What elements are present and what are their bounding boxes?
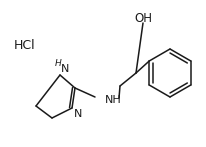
Text: HCl: HCl (14, 39, 36, 51)
Text: H: H (55, 59, 61, 68)
Text: N: N (74, 109, 82, 119)
Text: NH: NH (105, 95, 122, 105)
Text: N: N (61, 64, 69, 74)
Text: OH: OH (134, 11, 152, 25)
